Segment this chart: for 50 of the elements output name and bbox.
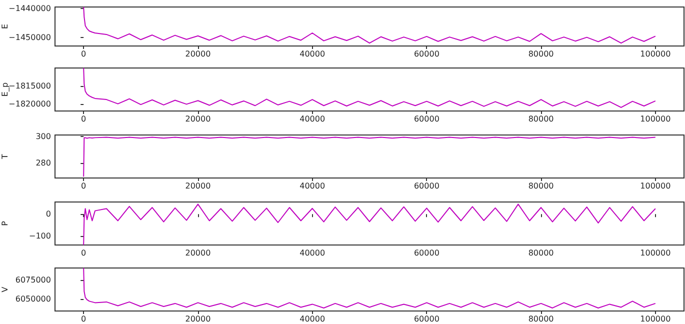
y-axis-title: V <box>0 286 10 292</box>
y-tick-label: −100 <box>29 232 51 241</box>
x-tick-label: 20000 <box>185 50 211 58</box>
x-tick-label: 20000 <box>185 114 211 124</box>
x-tick-label: 80000 <box>528 248 554 258</box>
line-series <box>83 136 656 178</box>
x-tick-label: 20000 <box>185 248 211 258</box>
x-tick-label: 0 <box>81 114 86 124</box>
x-tick-label: 80000 <box>528 114 554 124</box>
y-tick-label: 280 <box>36 158 51 168</box>
y-tick-label: 6075000 <box>15 276 51 285</box>
line-series <box>83 6 656 44</box>
x-tick-label: 100000 <box>640 248 671 258</box>
y-tick-label: 6050000 <box>15 294 51 304</box>
x-tick-label: 0 <box>81 182 86 190</box>
x-tick-label: 60000 <box>414 50 440 58</box>
x-tick-label: 0 <box>81 50 86 58</box>
y-tick-label: 0 <box>46 210 51 219</box>
x-tick-label: 80000 <box>528 182 554 190</box>
y-axis-title: E <box>0 24 10 30</box>
x-tick-label: 100000 <box>640 114 671 124</box>
x-tick-label: 40000 <box>300 314 326 324</box>
x-tick-label: 60000 <box>414 314 440 324</box>
x-tick-label: 80000 <box>528 50 554 58</box>
y-axis-title: T <box>0 154 10 160</box>
x-tick-label: 0 <box>81 314 86 324</box>
x-tick-label: 20000 <box>185 182 211 190</box>
x-tick-label: 60000 <box>414 248 440 258</box>
x-tick-label: 40000 <box>300 114 326 124</box>
y-axis-title: P <box>0 220 10 226</box>
y-tick-label: −1815000 <box>8 81 51 90</box>
x-tick-label: 40000 <box>300 248 326 258</box>
x-tick-label: 80000 <box>528 314 554 324</box>
x-tick-label: 20000 <box>185 314 211 324</box>
y-axis-title: E_p <box>0 82 10 97</box>
line-series <box>83 68 656 108</box>
y-tick-label: −1820000 <box>8 99 51 108</box>
line-series <box>83 268 656 308</box>
x-tick-label: 40000 <box>300 50 326 58</box>
x-tick-label: 60000 <box>414 114 440 124</box>
y-tick-label: −1450000 <box>8 32 51 42</box>
x-tick-label: 60000 <box>414 182 440 190</box>
x-tick-label: 0 <box>81 248 86 258</box>
y-tick-label: 300 <box>36 132 51 141</box>
y-tick-label: −1440000 <box>8 4 51 13</box>
x-tick-label: 40000 <box>300 182 326 190</box>
line-series <box>83 204 656 246</box>
x-tick-label: 100000 <box>640 182 671 190</box>
x-tick-label: 100000 <box>640 50 671 58</box>
x-tick-label: 100000 <box>640 314 671 324</box>
